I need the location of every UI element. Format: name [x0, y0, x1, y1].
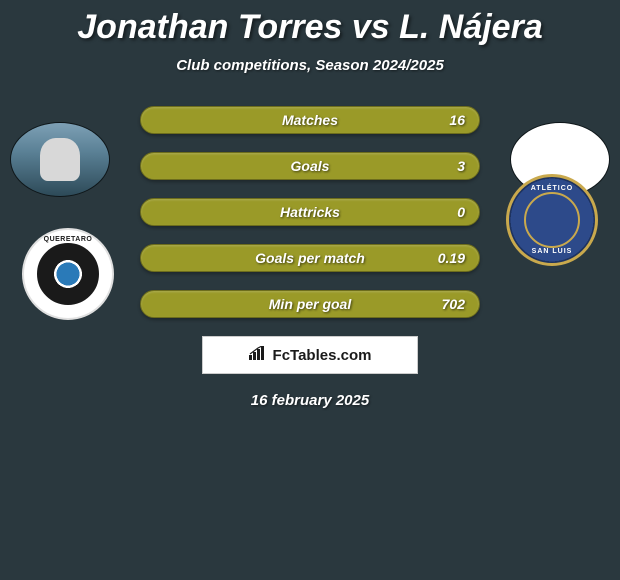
stat-value: 0.19 [438, 250, 465, 266]
stat-row-hattricks: Hattricks 0 [140, 198, 480, 226]
stat-bars: Matches 16 Goals 3 Hattricks 0 Goals per… [140, 106, 480, 318]
stat-label: Matches [282, 112, 338, 128]
date-label: 16 february 2025 [0, 392, 620, 409]
chart-icon [249, 346, 267, 365]
stat-value: 702 [442, 296, 465, 312]
comparison-subtitle: Club competitions, Season 2024/2025 [0, 57, 620, 74]
stat-label: Goals [291, 158, 330, 174]
stat-row-matches: Matches 16 [140, 106, 480, 134]
comparison-title: Jonathan Torres vs L. Nájera [0, 0, 620, 47]
stat-row-min-per-goal: Min per goal 702 [140, 290, 480, 318]
stat-value: 16 [449, 112, 465, 128]
stat-label: Hattricks [280, 204, 340, 220]
stat-value: 0 [457, 204, 465, 220]
stat-row-goals-per-match: Goals per match 0.19 [140, 244, 480, 272]
brand-box: FcTables.com [202, 336, 418, 374]
stat-row-goals: Goals 3 [140, 152, 480, 180]
stat-value: 3 [457, 158, 465, 174]
stat-label: Goals per match [255, 250, 365, 266]
stat-label: Min per goal [269, 296, 351, 312]
brand-label: FcTables.com [273, 347, 372, 364]
stats-content: Matches 16 Goals 3 Hattricks 0 Goals per… [0, 106, 620, 409]
